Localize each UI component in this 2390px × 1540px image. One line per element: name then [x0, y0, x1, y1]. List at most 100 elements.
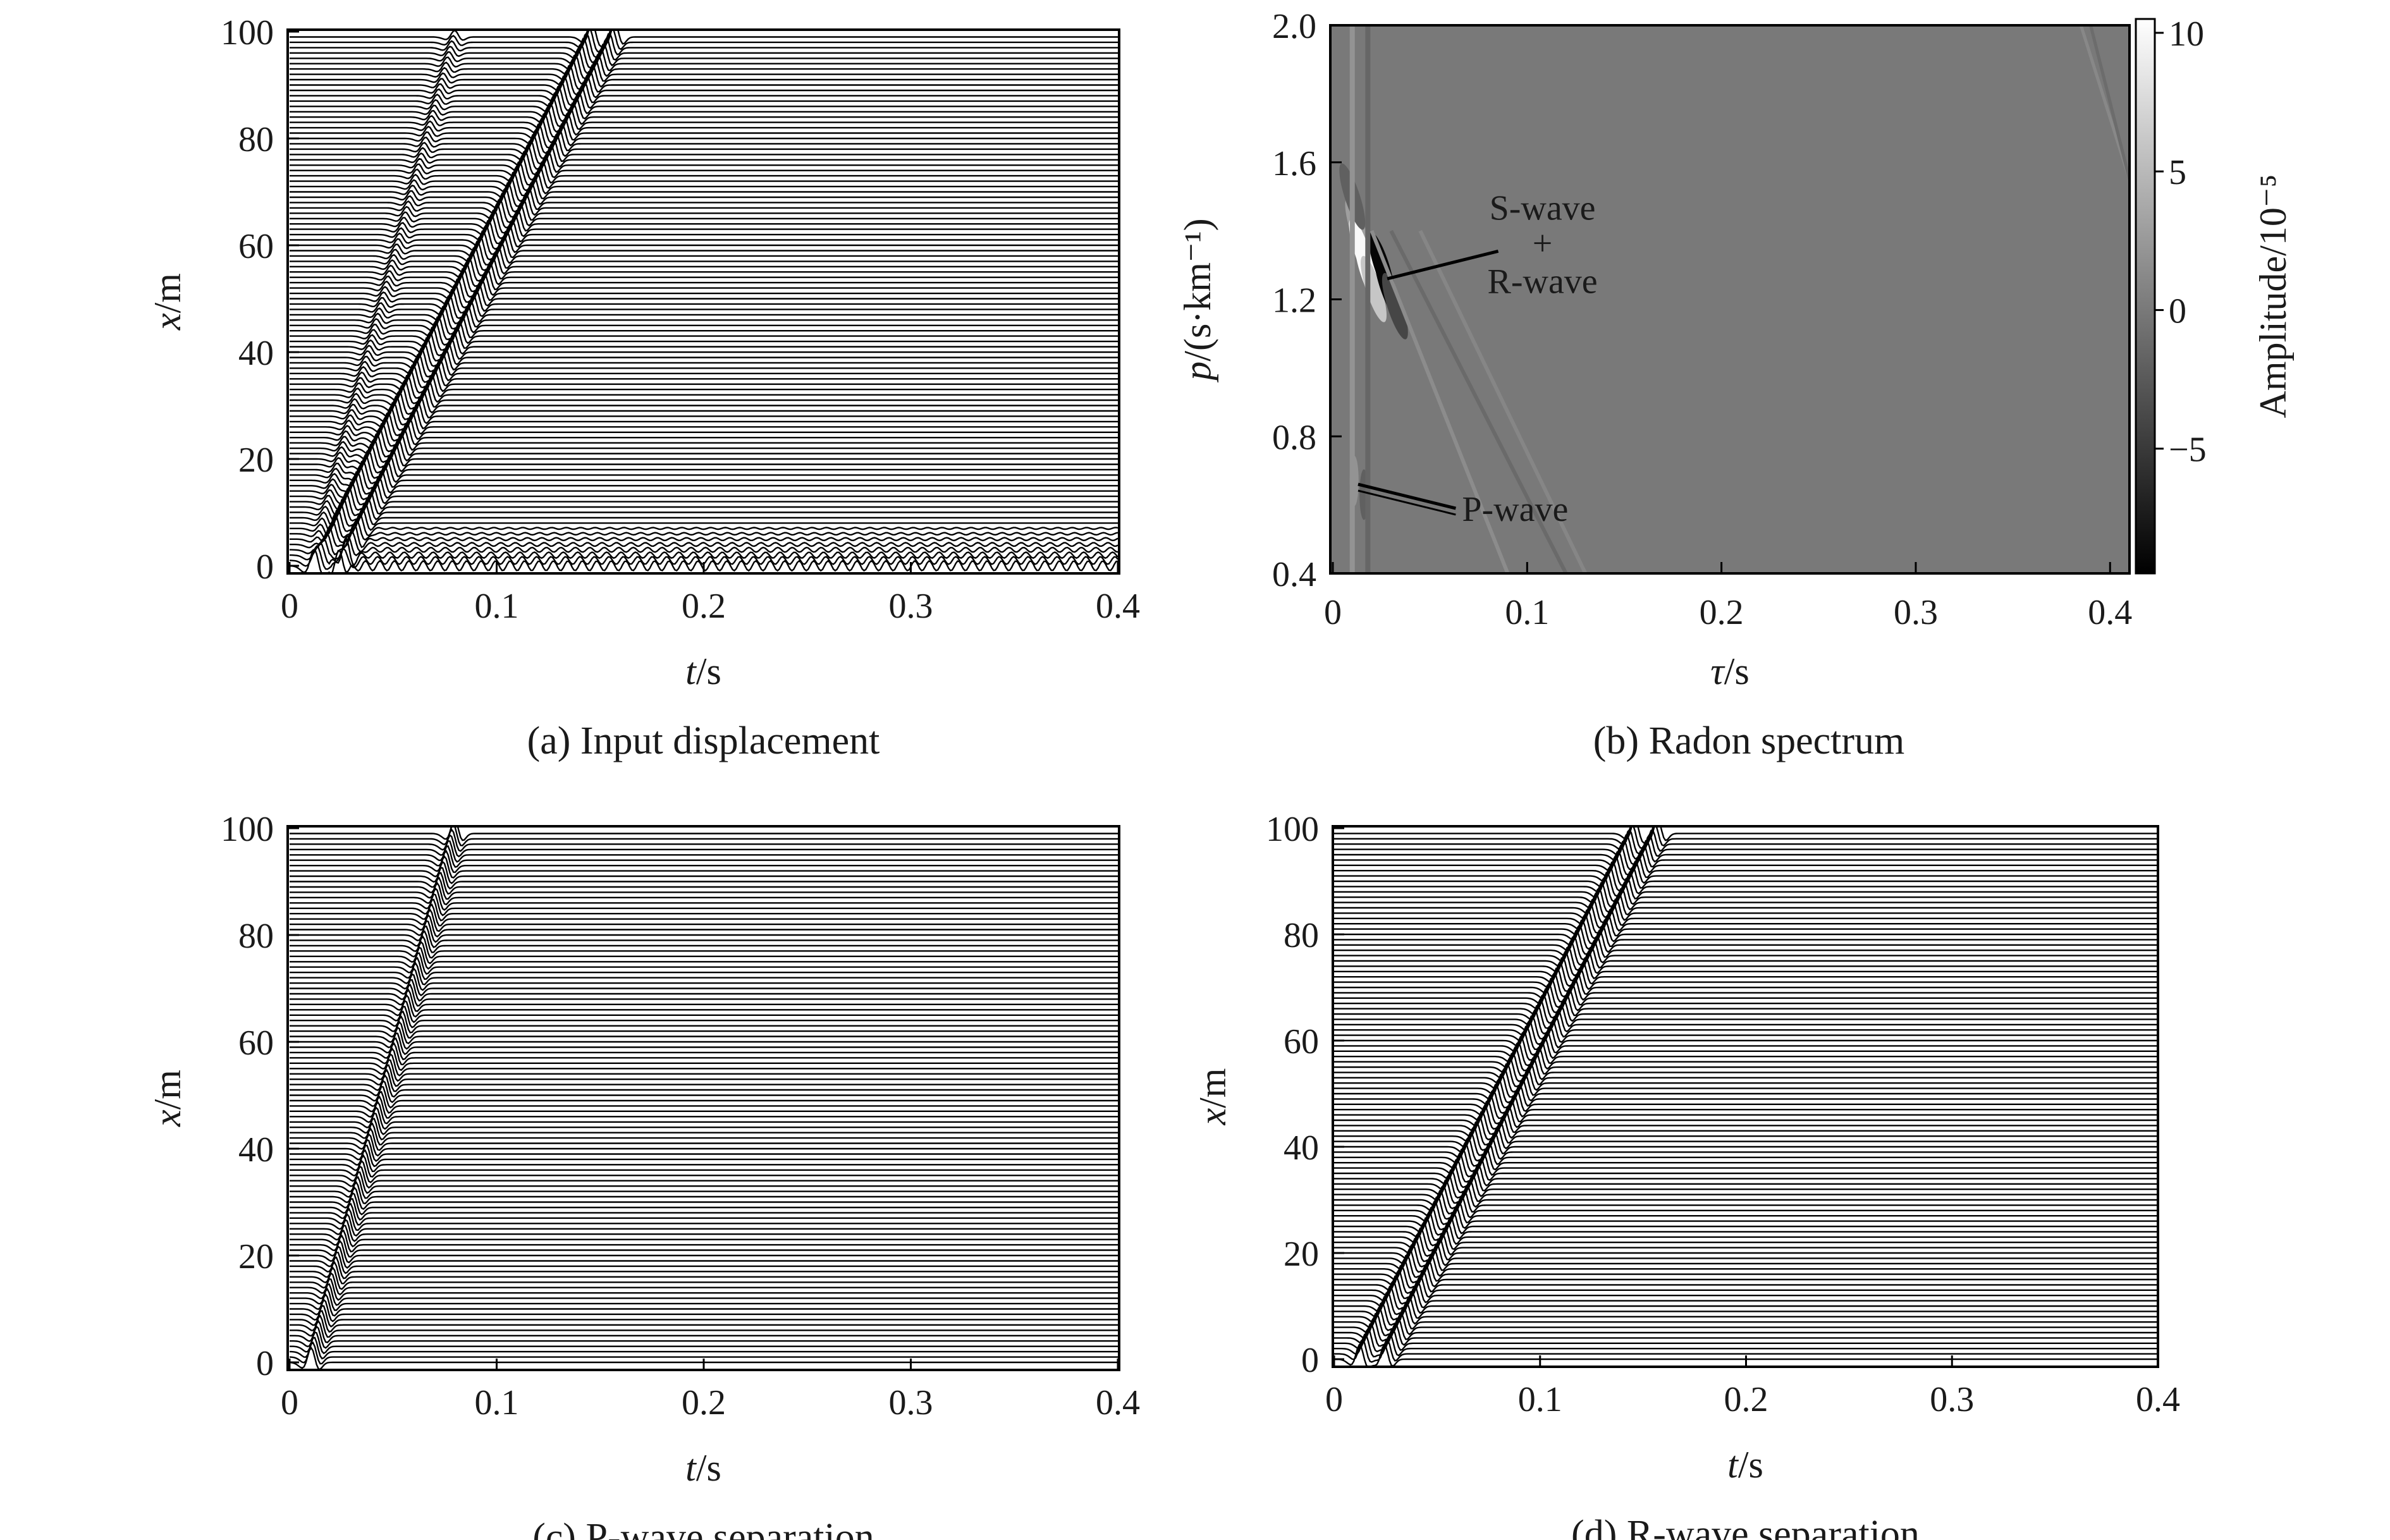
seismic-trace: [290, 1218, 1118, 1242]
panel-caption: (d) R-wave separation: [1571, 1513, 1920, 1540]
x-tick-label: 0.3: [1930, 1380, 1974, 1419]
x-tick-label: 0.3: [889, 587, 933, 626]
seismic-trace: [290, 496, 1118, 522]
seismic-trace: [1334, 865, 2158, 892]
annotation-s-wave: S-wave: [1490, 188, 1596, 228]
seismic-trace: [290, 1245, 1118, 1269]
seismic-trace: [290, 535, 1118, 560]
y-tick-label: 1.6: [1272, 144, 1316, 183]
seismic-trace: [1334, 1030, 2158, 1056]
seismic-trace: [290, 935, 1118, 959]
annotation-r-wave: R-wave: [1488, 262, 1598, 301]
y-tick-label: 80: [238, 120, 274, 159]
seismic-trace: [290, 845, 1118, 868]
seismic-trace: [290, 834, 1118, 858]
y-axis-variable: x: [1192, 1108, 1234, 1125]
seismic-trace: [290, 213, 1118, 240]
x-tick-label: 0.1: [1505, 593, 1549, 632]
seismic-trace: [290, 925, 1118, 948]
x-tick-label: 0.2: [1724, 1380, 1768, 1419]
seismic-trace: [290, 400, 1118, 426]
seismic-trace: [290, 154, 1118, 181]
seismic-trace: [290, 1068, 1118, 1092]
seismic-trace: [290, 58, 1118, 85]
seismic-trace: [290, 1288, 1118, 1311]
seismic-trace: [290, 293, 1118, 319]
seismic-trace: [290, 32, 1118, 58]
seismic-trace: [290, 1310, 1118, 1333]
seismic-trace: [290, 267, 1118, 293]
seismic-trace: [290, 389, 1118, 415]
seismic-trace: [290, 984, 1118, 1007]
seismic-trace: [290, 1133, 1118, 1157]
seismic-trace: [1334, 988, 2158, 1013]
seismic-trace: [290, 422, 1118, 447]
seismic-trace: [290, 881, 1118, 906]
seismic-trace: [290, 1020, 1118, 1044]
seismic-trace: [290, 219, 1118, 245]
seismic-trace: [290, 1154, 1118, 1178]
x-tick-label: 0.1: [1518, 1380, 1562, 1419]
seismic-trace: [290, 113, 1118, 138]
seismic-trace: [1334, 1051, 2158, 1077]
colorbar-label: Amplitude/10⁻⁵: [2252, 174, 2294, 419]
seismic-trace: [1334, 1301, 2158, 1326]
seismic-trace: [1334, 1109, 2158, 1135]
seismic-trace: [1334, 1211, 2158, 1236]
seismic-trace: [1334, 1078, 2158, 1104]
seismic-trace: [1334, 1015, 2158, 1040]
seismic-trace: [290, 1106, 1118, 1130]
y-tick-label: 2.0: [1272, 7, 1316, 46]
seismic-trace: [290, 411, 1118, 436]
seismic-trace: [1334, 919, 2158, 944]
x-tick-label: 0.4: [2088, 593, 2132, 632]
seismic-trace: [290, 202, 1118, 229]
seismic-trace: [290, 1180, 1118, 1204]
x-axis-unit: /s: [696, 651, 721, 692]
x-tick-label: 0.3: [889, 1383, 933, 1422]
seismic-trace: [1334, 924, 2158, 950]
seismic-trace: [290, 1139, 1118, 1163]
seismic-trace: [290, 946, 1118, 970]
colorbar-tick-label: 5: [2169, 153, 2186, 192]
seismic-trace: [290, 224, 1118, 250]
y-tick-label: 40: [1284, 1128, 1319, 1168]
x-tick-label: 0.3: [1894, 593, 1938, 632]
annotation-arrow-p-second: [1357, 489, 1456, 516]
seismic-trace: [290, 1304, 1118, 1328]
seismic-trace: [1334, 902, 2158, 929]
y-tick-label: 40: [238, 1130, 274, 1170]
seismic-trace: [1334, 961, 2158, 987]
seismic-trace: [290, 930, 1118, 953]
seismic-trace: [290, 1096, 1118, 1119]
seismic-trace: [290, 1037, 1118, 1061]
seismic-trace: [1334, 1317, 2158, 1342]
seismic-trace: [290, 1239, 1118, 1264]
seismic-trace: [1334, 1025, 2158, 1051]
x-tick-label: 0.2: [1700, 593, 1744, 632]
seismic-trace: [290, 1225, 1118, 1248]
seismic-trace: [290, 1272, 1118, 1296]
seismic-trace: [1334, 1333, 2158, 1358]
seismic-trace: [290, 967, 1118, 991]
seismic-trace: [290, 952, 1118, 975]
seismic-trace: [1334, 939, 2158, 966]
seismic-trace: [1334, 967, 2158, 993]
x-tick-label: 0: [281, 1383, 298, 1422]
seismic-trace: [1334, 1200, 2158, 1225]
seismic-trace: [290, 860, 1118, 884]
seismic-trace: [290, 278, 1118, 303]
seismic-trace: [290, 357, 1118, 383]
seismic-trace: [290, 1229, 1118, 1253]
seismic-trace: [290, 1331, 1118, 1355]
seismic-trace: [1334, 1046, 2158, 1072]
seismic-trace: [1334, 908, 2158, 934]
seismic-trace: [290, 855, 1118, 879]
seismic-trace: [1334, 1274, 2158, 1299]
spectrum-streak-diagonal: [1370, 230, 1510, 573]
seismic-trace: [290, 123, 1118, 149]
seismic-trace: [290, 828, 1118, 852]
seismic-trace: [1334, 1056, 2158, 1082]
seismic-trace: [1334, 972, 2158, 998]
